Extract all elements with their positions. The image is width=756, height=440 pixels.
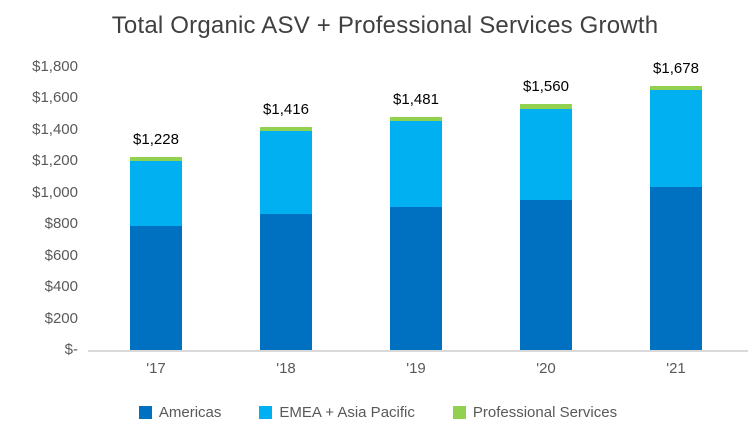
legend-item-americas: Americas: [138, 404, 222, 421]
legend-item-emea-asia-pacific: EMEA + Asia Pacific: [259, 404, 415, 421]
bar-segment-emea-asia-pacific-20: [520, 108, 572, 200]
x-tick-label: '17: [146, 360, 166, 377]
legend-swatch-icon: [259, 406, 273, 419]
y-tick-label: $1,000: [32, 183, 78, 201]
legend-swatch-icon: [452, 406, 466, 419]
bar-segment-americas-17: [130, 226, 182, 350]
y-tick-label: $400: [44, 278, 78, 295]
bar-segment-professional-services-20: [520, 104, 572, 109]
y-tick-label: $600: [44, 246, 78, 264]
y-tick-label: $1,400: [32, 120, 78, 138]
y-tick-label: $800: [44, 215, 78, 232]
bar-segment-americas-18: [260, 214, 312, 350]
bar-segment-professional-services-17: [130, 156, 182, 161]
bar-segment-emea-asia-pacific-17: [130, 160, 182, 227]
chart-title: Total Organic ASV + Professional Service…: [111, 12, 659, 39]
bar-segment-professional-services-19: [390, 116, 442, 121]
y-tick-label: $1,200: [32, 152, 78, 169]
y-tick-label: $1,800: [32, 57, 78, 75]
bar-segment-americas-19: [390, 206, 442, 350]
legend-label: Professional Services: [472, 404, 618, 421]
legend-label: Americas: [158, 404, 222, 421]
bar-segment-professional-services-21: [650, 85, 702, 91]
bar-segment-emea-asia-pacific-21: [650, 90, 702, 188]
bar-segment-americas-20: [520, 199, 572, 350]
x-tick-label: '21: [666, 360, 686, 377]
bar-total-label: $1,228: [133, 130, 179, 148]
bar-total-label: $1,678: [653, 59, 699, 77]
bar-segment-americas-21: [650, 187, 702, 350]
legend: Americas EMEA + Asia Pacific Professional …: [0, 404, 756, 421]
legend-item-professional-services: Professional Services: [452, 404, 618, 421]
bar-segment-emea-asia-pacific-18: [260, 131, 312, 215]
bar-segment-professional-services-18: [260, 126, 312, 132]
y-tick-label: $1,600: [32, 89, 78, 106]
legend-swatch-icon: [138, 406, 152, 419]
x-tick-label: '19: [406, 360, 426, 377]
bar-total-label: $1,481: [393, 90, 439, 108]
legend-label: EMEA + Asia Pacific: [279, 404, 415, 421]
y-tick-label: $200: [44, 309, 78, 327]
y-tick-label: $-: [64, 341, 78, 358]
bar-total-label: $1,416: [263, 100, 309, 118]
x-tick-label: '20: [536, 360, 556, 377]
bar-total-label: $1,560: [523, 78, 569, 96]
x-axis-line: [88, 350, 748, 352]
x-tick-label: '18: [276, 360, 296, 377]
bar-segment-emea-asia-pacific-19: [390, 120, 442, 207]
